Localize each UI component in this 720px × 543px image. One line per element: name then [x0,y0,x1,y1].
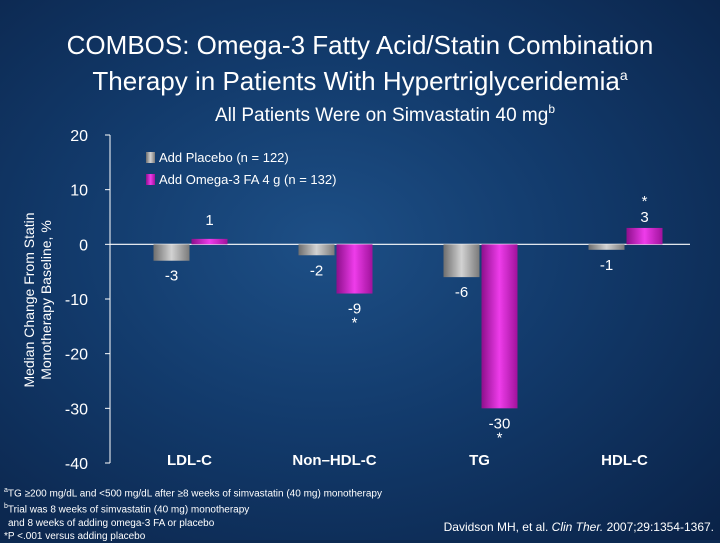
footnote-b: bTrial was 8 weeks of simvastatin (40 mg… [4,503,250,516]
bar-omega3-3 [626,227,663,245]
category-label: LDL-C [167,452,212,469]
significance-marker: * [352,315,358,332]
y-tick-label: -10 [65,292,88,309]
bar-omega3-2 [481,244,518,409]
footnote-a: aTG ≥200 mg/dL and <500 mg/dL after ≥8 w… [4,487,382,500]
y-tick-label: 20 [70,128,88,145]
chart-title: COMBOS: Omega-3 Fatty Acid/Statin Combin… [0,30,720,96]
y-axis-label: Median Change From StatinMonotherapy Bas… [21,212,54,387]
data-label: -9 [348,301,361,318]
category-label: HDL-C [601,452,648,469]
subtitle-footnote-mark: b [548,102,556,116]
significance-marker: * [497,429,503,446]
data-label: -3 [165,268,178,285]
subtitle-text: All Patients Were on Simvastatin 40 mg [214,105,549,126]
data-label: -2 [310,262,323,279]
title-footnote-mark: a [619,67,628,83]
footnote-significance: *P <.001 versus adding placebo [4,530,146,542]
category-label: TG [469,452,490,469]
bar-omega3-0 [191,238,228,245]
data-label: -1 [600,257,613,274]
y-axis-label-line-2: Monotherapy Baseline, % [38,220,54,380]
data-label: 3 [640,209,648,226]
citation: Davidson MH, et al. Clin Ther. 2007;29:1… [443,520,714,534]
category-label: Non–HDL-C [292,452,376,469]
y-tick-label: -20 [65,347,88,364]
bar-placebo-1 [298,244,335,256]
legend-entry-1: Add Omega-3 FA 4 g (n = 132) [159,172,336,187]
title-line-1: COMBOS: Omega-3 Fatty Acid/Statin Combin… [66,30,654,60]
footnotes: aTG ≥200 mg/dL and <500 mg/dL after ≥8 w… [4,484,382,543]
title-line-2-text: Therapy in Patients With Hypertriglyceri… [92,66,620,96]
y-tick-label: 10 [70,183,88,200]
bar-placebo-0 [153,244,190,261]
legend-swatch-0 [146,152,155,163]
legend-swatch-1 [146,174,155,185]
y-axis-label-line-1: Median Change From Statin [21,212,37,387]
legend-entry-0: Add Placebo (n = 122) [159,150,289,165]
y-tick-label: 0 [79,237,88,254]
significance-marker: * [642,193,648,210]
bar-placebo-3 [588,244,625,250]
y-tick-label: -30 [65,401,88,418]
data-label: -30 [489,415,511,432]
y-tick-label: -40 [65,456,88,473]
title-line-2: Therapy in Patients With Hypertriglyceri… [0,60,720,96]
data-label: 1 [205,212,213,229]
chart-subtitle: All Patients Were on Simvastatin 40 mgb [0,102,720,127]
data-label: -6 [455,284,468,301]
bar-omega3-1 [336,244,373,294]
bar-placebo-2 [443,244,480,278]
footnote-b-cont: and 8 weeks of adding omega-3 FA or plac… [8,517,215,529]
